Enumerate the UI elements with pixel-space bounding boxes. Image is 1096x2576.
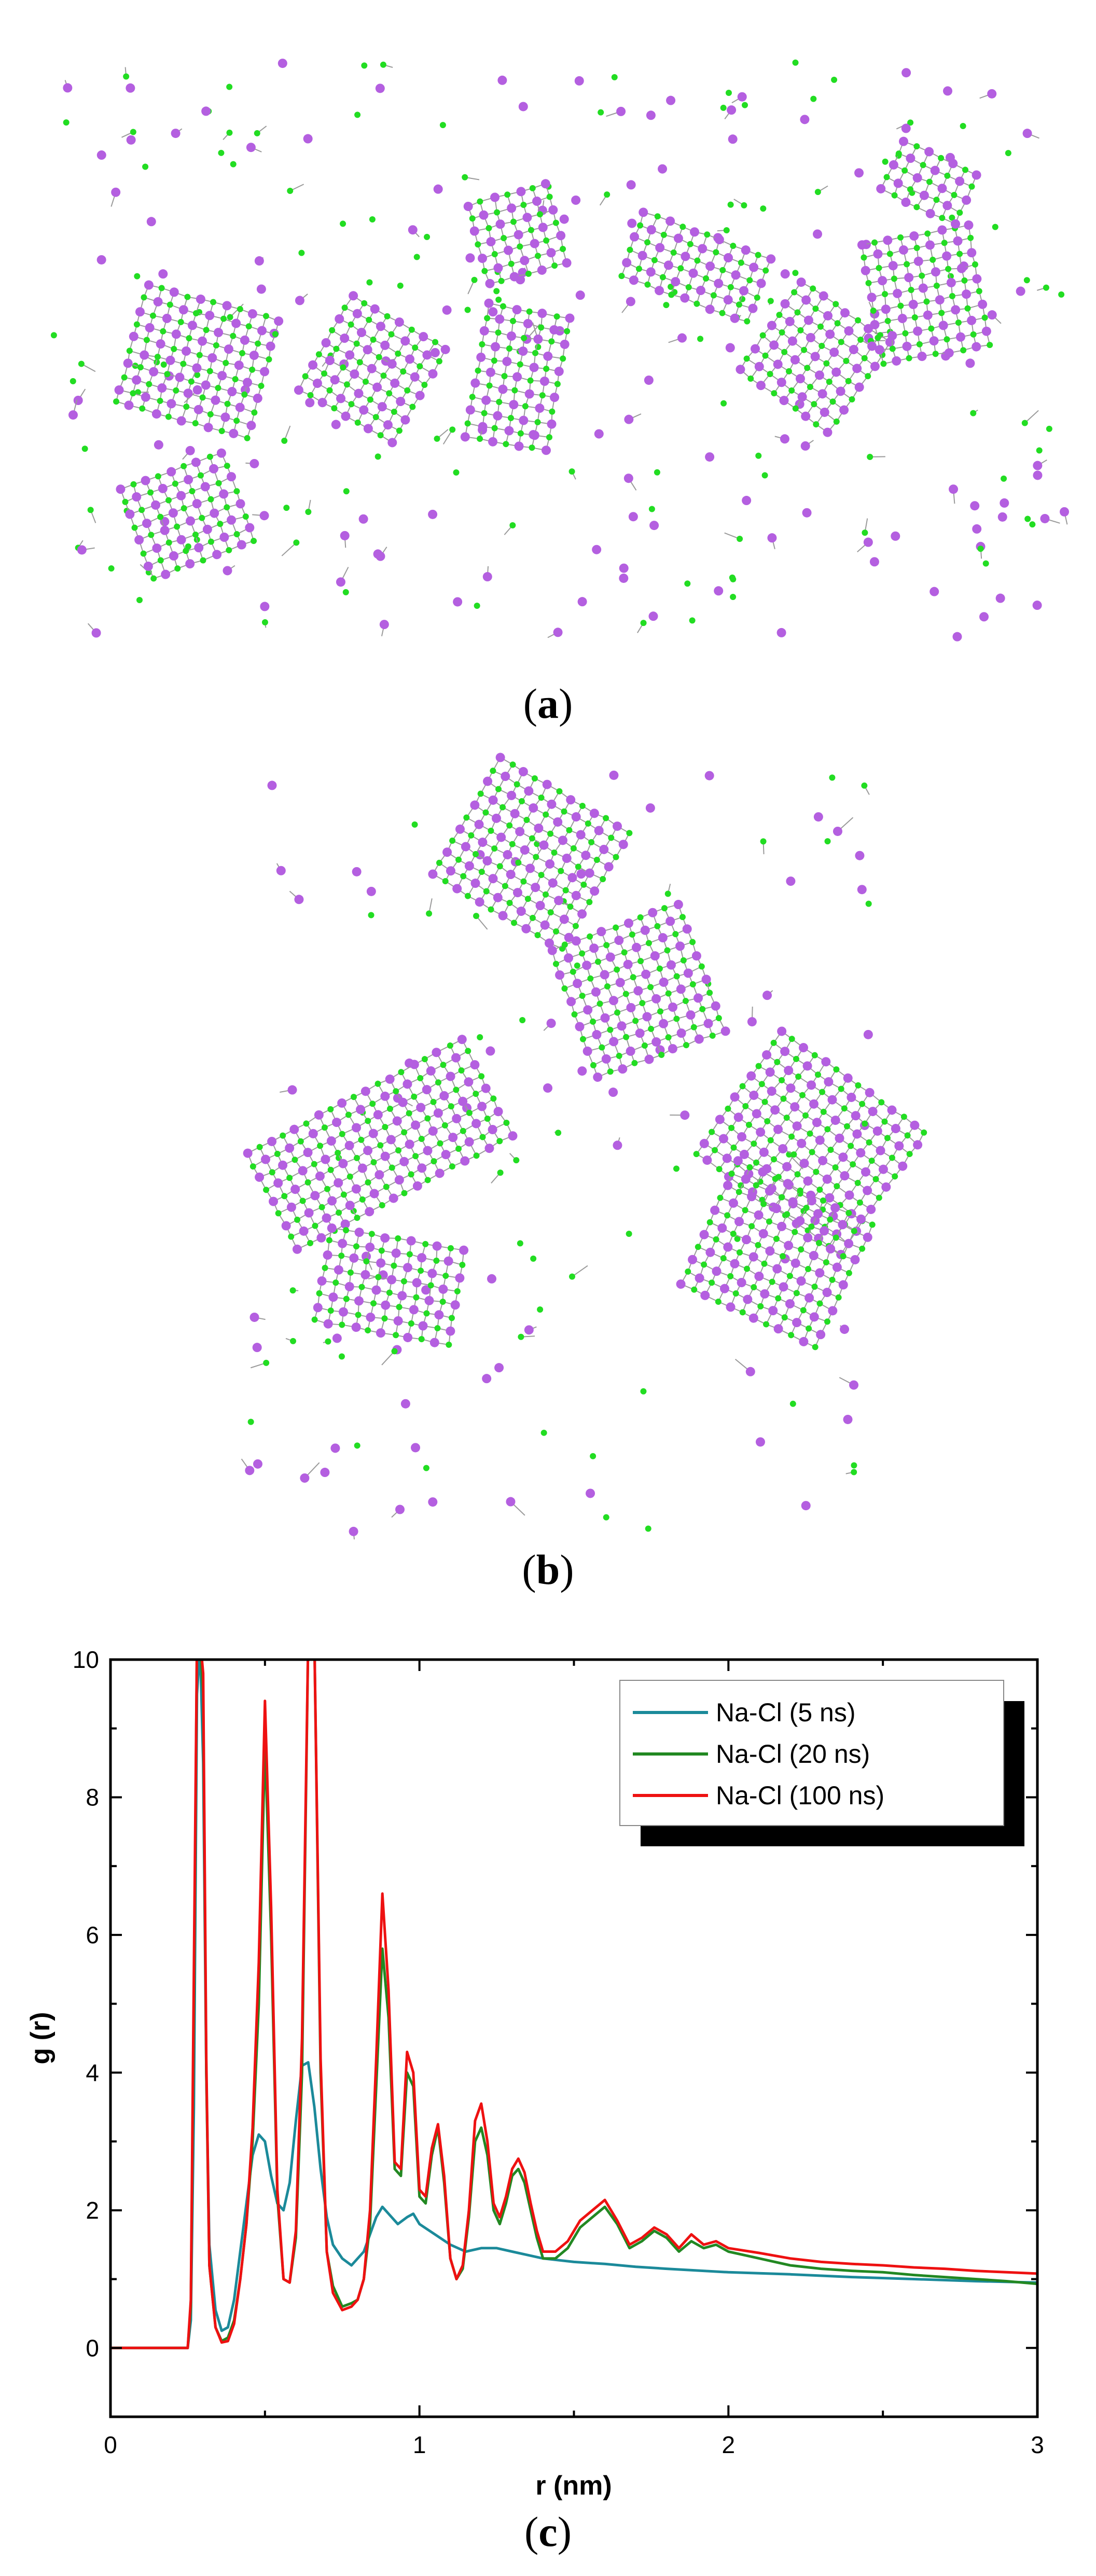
y-axis-label: g (r): [25, 2012, 56, 2064]
panel-a-structure-image: [0, 0, 1096, 669]
x-tick-label: 1: [413, 2431, 426, 2458]
axis-ticks: 0 1 2 3 0 2 4 6 8 10: [73, 1646, 1044, 2458]
y-tick-label: 4: [86, 2059, 99, 2086]
x-tick-label: 0: [104, 2431, 117, 2458]
legend-label: Na-Cl (5 ns): [716, 1698, 855, 1727]
series-layer: [110, 1660, 1037, 2349]
y-tick-label: 2: [86, 2197, 99, 2224]
legend: Na-Cl (5 ns) Na-Cl (20 ns) Na-Cl (100 ns): [619, 1680, 1024, 1846]
y-tick-label: 8: [86, 1784, 99, 1811]
x-axis-label: r (nm): [535, 2471, 612, 2501]
legend-label: Na-Cl (100 ns): [716, 1781, 884, 1810]
panel-c-chart: 0 1 2 3 0 2 4 6 8 10 r (nm) g (r) Na-Cl (5 ns) Na-…: [0, 1639, 1096, 2576]
y-tick-label: 6: [86, 1921, 99, 1948]
caption-c: (c): [524, 2508, 572, 2555]
x-tick-label: 2: [722, 2431, 736, 2458]
series-line-1: [110, 1660, 1037, 2349]
y-tick-label: 0: [86, 2334, 99, 2361]
x-tick-label: 3: [1031, 2431, 1044, 2458]
legend-label: Na-Cl (20 ns): [716, 1739, 870, 1769]
caption-a: (a): [523, 680, 573, 727]
series-line-3: [110, 1660, 1037, 2349]
panel-b-structure-image: [0, 742, 1096, 1556]
y-tick-label: 10: [73, 1646, 99, 1673]
nacl-cluster-b-image: [241, 753, 927, 1540]
nacl-cluster-a-image: [50, 59, 1070, 642]
caption-b: (b): [522, 1546, 574, 1593]
